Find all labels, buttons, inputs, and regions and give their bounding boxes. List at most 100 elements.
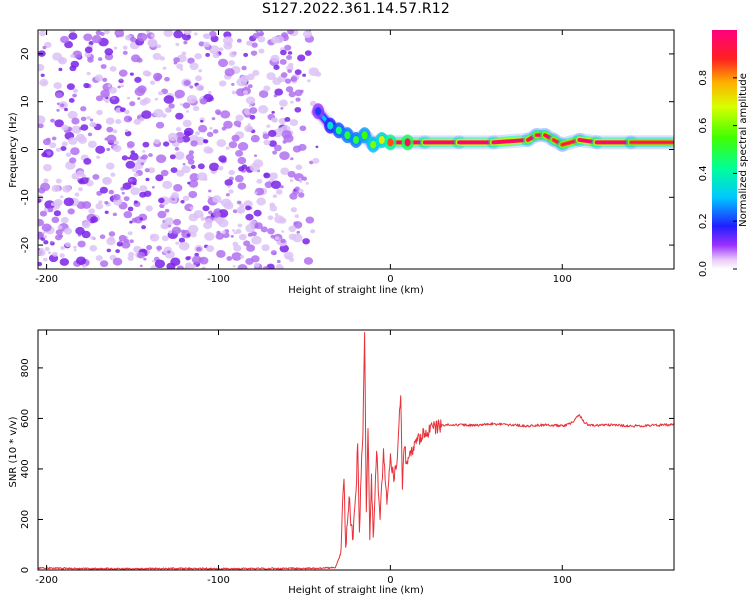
noise-speckle (253, 154, 258, 158)
noise-speckle (248, 104, 252, 107)
noise-speckle (81, 201, 92, 209)
noise-speckle (107, 84, 112, 88)
noise-speckle (193, 32, 198, 36)
noise-speckle (100, 32, 105, 36)
noise-speckle (116, 241, 123, 247)
noise-speckle (216, 230, 221, 235)
noise-speckle (173, 218, 182, 226)
noise-speckle (40, 73, 45, 77)
noise-speckle (245, 213, 254, 221)
noise-speckle (168, 230, 173, 234)
noise-speckle (273, 64, 280, 70)
noise-speckle (106, 162, 115, 170)
noise-speckle (233, 231, 237, 235)
noise-speckle (288, 225, 297, 233)
spectrogram-y-tick-label: -10 (20, 189, 31, 205)
colorbar-tick-label: 0.0 (698, 261, 709, 277)
noise-speckle (155, 154, 167, 163)
noise-speckle (46, 151, 52, 156)
noise-speckle (182, 163, 186, 166)
noise-speckle (176, 169, 185, 177)
noise-speckle (171, 192, 180, 199)
noise-speckle (301, 176, 308, 181)
noise-speckle (106, 248, 112, 253)
noise-speckle (251, 42, 258, 48)
frequency-ridge (311, 103, 674, 153)
noise-speckle (113, 140, 119, 145)
noise-speckle (161, 113, 167, 118)
noise-speckle (67, 208, 75, 215)
noise-speckle (285, 255, 290, 260)
noise-speckle (65, 152, 72, 157)
noise-speckle (194, 75, 203, 82)
noise-speckle (59, 253, 65, 258)
noise-speckle (290, 76, 298, 82)
noise-speckle (242, 90, 249, 95)
noise-speckle (171, 226, 182, 235)
snr-series-line (38, 332, 674, 570)
noise-speckle (112, 257, 123, 266)
noise-speckle (63, 227, 73, 235)
noise-speckle (111, 96, 116, 100)
noise-speckle (175, 132, 185, 140)
noise-speckle (263, 139, 271, 146)
noise-speckle (124, 130, 132, 137)
noise-speckle (104, 210, 109, 214)
noise-speckle (130, 187, 140, 196)
noise-speckle (309, 160, 314, 165)
noise-speckle (55, 147, 61, 152)
noise-speckle (108, 189, 115, 195)
noise-speckle (72, 93, 77, 98)
noise-speckle (106, 147, 111, 152)
noise-speckle (115, 119, 122, 125)
noise-speckle (155, 174, 164, 182)
noise-speckle (73, 248, 77, 252)
noise-speckle (227, 185, 231, 189)
noise-speckle (202, 205, 210, 212)
noise-speckle (52, 251, 58, 257)
noise-speckle (91, 35, 102, 44)
noise-speckle (244, 124, 253, 133)
noise-speckle (103, 30, 110, 35)
noise-speckle (196, 246, 202, 252)
noise-speckle (104, 200, 109, 205)
noise-speckle (41, 152, 48, 158)
noise-speckle (235, 228, 242, 234)
noise-speckle (131, 217, 138, 223)
noise-speckle (261, 244, 270, 252)
noise-speckle (128, 178, 133, 182)
noise-speckle (129, 239, 134, 244)
noise-speckle (142, 97, 151, 104)
noise-speckle (121, 191, 125, 195)
noise-speckle (119, 78, 123, 81)
noise-speckle (117, 85, 121, 89)
ridge-point-core (387, 138, 394, 147)
noise-speckle (68, 30, 76, 33)
spectrogram-x-label: Height of straight line (km) (288, 285, 424, 296)
noise-speckle (198, 124, 208, 133)
noise-speckle (268, 140, 277, 147)
noise-speckle (284, 44, 292, 51)
noise-speckle (272, 77, 282, 86)
noise-speckle (139, 264, 143, 268)
noise-speckle (287, 69, 292, 74)
noise-speckle (58, 234, 64, 238)
noise-speckle (74, 192, 80, 197)
noise-speckle (129, 153, 139, 161)
noise-speckle (249, 107, 258, 114)
noise-speckle (122, 182, 132, 190)
noise-speckle (73, 245, 77, 249)
snr-y-tick-label: 800 (20, 358, 31, 377)
noise-speckle (156, 44, 162, 49)
noise-speckle (285, 86, 294, 93)
noise-speckle (189, 62, 199, 71)
noise-speckle (307, 79, 311, 83)
noise-speckle (141, 154, 148, 160)
noise-speckle (190, 140, 198, 147)
snr-y-tick-label: 200 (20, 510, 31, 529)
noise-speckle (173, 57, 180, 63)
noise-speckle (246, 244, 256, 252)
noise-speckle (183, 127, 194, 136)
noise-speckle (118, 240, 123, 243)
noise-speckle (220, 110, 231, 119)
